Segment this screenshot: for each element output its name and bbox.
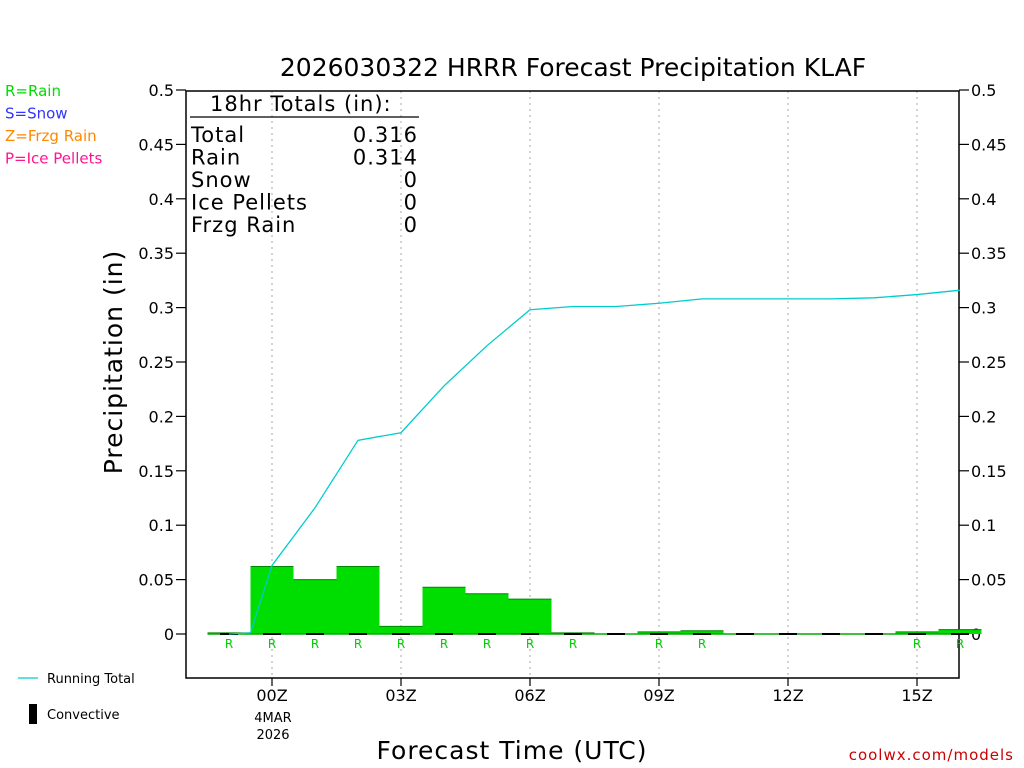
precip-bar [680,630,724,634]
precip-bar [293,579,337,634]
y-tick-left-label: 0 [164,625,174,644]
y-tick-left-label: 0.45 [138,135,174,154]
precip-bar [895,631,939,634]
totals-label: Frzg Rain [191,213,296,237]
y-tick-right-label: 0 [971,625,981,644]
precip-bar [938,629,982,634]
x-axis: 00Z 03Z 06Z 09Z 12Z 15Z [256,678,933,705]
ptype-legend-entry: P=Ice Pellets [5,150,102,168]
ptype-mark: R [569,637,577,651]
y-tick-left-label: 0.15 [138,462,174,481]
y-tick-left-label: 0.25 [138,353,174,372]
ptype-mark: R [698,637,706,651]
ptype-mark: R [268,637,276,651]
totals-value: 0 [404,191,418,215]
plot-frame [185,90,960,679]
chart-title: 2026030322 HRRR Forecast Precipitation K… [280,53,866,82]
series-legend-label: Running Total [47,672,135,687]
totals-header: 18hr Totals (in): [210,92,392,116]
precip-bar [250,566,294,634]
y-tick-left-label: 0.5 [149,81,174,100]
legend-convective-swatch [29,704,37,724]
ptype-mark: R [354,637,362,651]
y-tick-right-label: 0.35 [971,244,1007,263]
y-tick-left-label: 0.05 [138,571,174,590]
x-axis-title: Forecast Time (UTC) [377,736,648,765]
y-axis-left: 0 0.05 0.1 0.15 0.2 0.25 0.3 0.35 0.4 0.45 0.5 [138,81,186,644]
date-label-year: 2026 [256,728,289,743]
ptype-legend-entry: S=Snow [5,105,68,123]
totals-value: 0.314 [353,146,418,170]
ptype-mark: R [913,637,921,651]
x-tick-label: 15Z [901,686,932,705]
y-axis-right: 0 0.05 0.1 0.15 0.2 0.25 0.3 0.35 0.4 0.45 0.5 [959,81,1007,644]
y-tick-left-label: 0.3 [149,299,174,318]
vertical-gridlines [271,91,918,678]
series-legend-label: Convective [47,708,120,723]
y-tick-left-label: 0.2 [149,407,174,426]
ptype-legend-entry: R=Rain [5,82,61,100]
y-tick-right-label: 0.05 [971,571,1007,590]
x-tick-label: 12Z [772,686,803,705]
y-tick-right-label: 0.4 [971,190,996,209]
ptype-mark: R [397,637,405,651]
x-tick-label: 06Z [514,686,545,705]
y-axis-title: Precipitation (in) [99,250,128,475]
ptype-mark: R [655,637,663,651]
date-label-day: 4MAR [254,711,291,726]
totals-label: Rain [191,146,241,170]
totals-rows: Total 0.316 Rain 0.314 Snow 0 Ice Pellets 0 Frzg… [190,123,418,237]
running-total-line [228,289,961,635]
ptype-mark: R [483,637,491,651]
y-tick-right-label: 0.3 [971,299,996,318]
x-tick-label: 09Z [643,686,674,705]
y-tick-right-label: 0.1 [971,516,996,535]
precip-bars [207,566,982,635]
y-tick-right-label: 0.15 [971,462,1007,481]
totals-value: 0.316 [353,123,418,147]
totals-value: 0 [404,168,418,192]
ptype-mark: R [526,637,534,651]
totals-box: 18hr Totals (in): Total 0.316 Rain 0.314 Sno… [190,92,419,237]
credit-label: coolwx.com/models [849,746,1014,764]
precip-bar [422,587,466,634]
y-tick-right-label: 0.45 [971,135,1007,154]
ptype-mark: R [956,637,964,651]
y-tick-right-label: 0.5 [971,81,996,100]
precip-bar [465,593,509,634]
ptype-mark: R [311,637,319,651]
x-tick-label: 00Z [256,686,287,705]
ptype-mark: R [440,637,448,651]
ptype-mark: R [225,637,233,651]
precip-bar [379,626,423,634]
y-tick-left-label: 0.4 [149,190,174,209]
ptype-legend: R=Rain S=Snow Z=Frzg Rain P=Ice Pellets [5,82,102,168]
precip-bar [508,599,552,634]
precip-bar [637,631,681,634]
totals-value: 0 [404,213,418,237]
y-tick-right-label: 0.2 [971,407,996,426]
ptype-legend-entry: Z=Frzg Rain [5,127,97,145]
totals-label: Snow [191,168,252,192]
y-tick-right-label: 0.25 [971,353,1007,372]
y-tick-left-label: 0.1 [149,516,174,535]
precip-bar [336,566,380,634]
x-tick-label: 03Z [385,686,416,705]
totals-label: Total [190,123,245,147]
series-legend: Running Total Convective [18,672,135,724]
totals-label: Ice Pellets [191,191,308,215]
y-tick-left-label: 0.35 [138,244,174,263]
